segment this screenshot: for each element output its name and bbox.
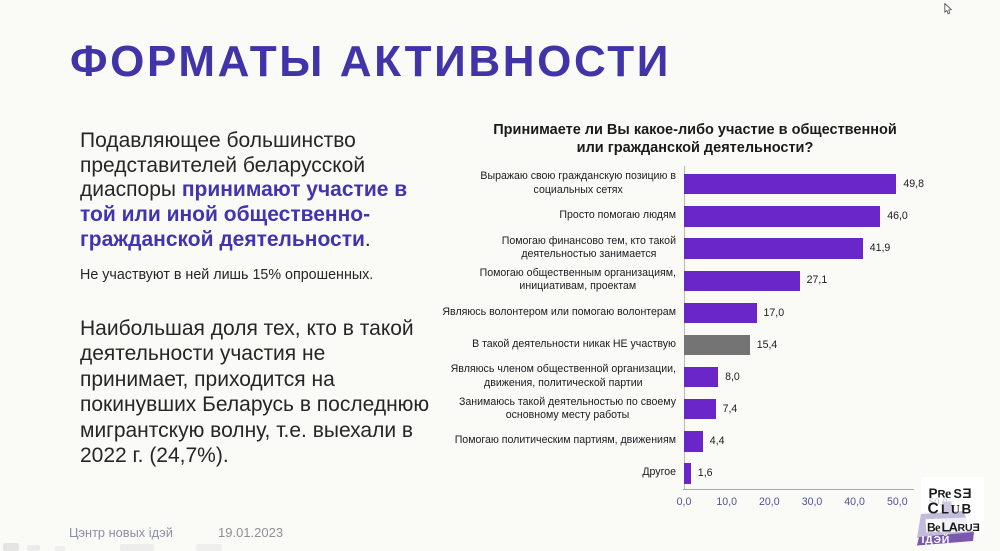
svg-text:S: S [954, 487, 962, 501]
svg-text:C: C [928, 501, 939, 518]
svg-text:50,0: 50,0 [929, 497, 948, 508]
svg-text:U: U [965, 522, 973, 534]
svg-text:P: P [929, 486, 938, 501]
svg-text:A: A [949, 520, 959, 535]
svg-text:e: e [945, 487, 951, 502]
svg-text:L: L [941, 502, 949, 517]
svg-text:e: e [935, 521, 941, 535]
svg-text:R: R [958, 522, 966, 534]
svg-text:B: B [962, 502, 972, 517]
svg-text:B: B [927, 521, 936, 535]
svg-text:R: R [938, 489, 946, 501]
svg-text:L: L [942, 520, 950, 535]
svg-text:Ǝ: Ǝ [973, 522, 980, 534]
svg-text:U: U [951, 502, 961, 517]
svg-text:Ǝ: Ǝ [963, 486, 974, 501]
svg-text:ІДЭЙ: ІДЭЙ [922, 533, 951, 546]
